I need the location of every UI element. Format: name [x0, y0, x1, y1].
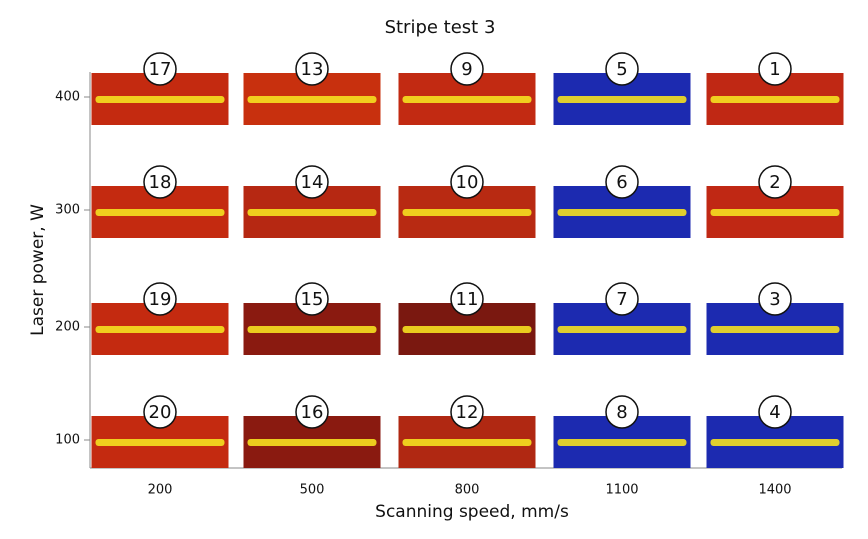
label-circle [143, 395, 177, 429]
label-circle [605, 165, 639, 199]
melt-track [402, 439, 532, 446]
sample-label: 5 [616, 59, 627, 80]
melt-track [95, 209, 225, 216]
label-circle [450, 282, 484, 316]
melt-track [402, 96, 532, 103]
sample-label: 12 [456, 402, 479, 423]
melt-track [95, 326, 225, 333]
sample-label: 20 [149, 402, 172, 423]
y-tick-label: 300 [55, 203, 80, 218]
label-circle [450, 395, 484, 429]
sample-label: 17 [149, 59, 172, 80]
sample-label: 8 [616, 402, 627, 423]
label-circle [605, 282, 639, 316]
melt-track [557, 209, 687, 216]
sample-label: 3 [769, 289, 780, 310]
sample-label: 7 [616, 289, 627, 310]
melt-track [95, 439, 225, 446]
chart-title: Stripe test 3 [385, 17, 496, 38]
label-circle [758, 282, 792, 316]
sample-label: 6 [616, 172, 627, 193]
x-tick-label: 500 [300, 483, 325, 498]
melt-track [247, 209, 377, 216]
x-tick-label: 800 [455, 483, 480, 498]
sample-label: 4 [769, 402, 780, 423]
melt-track [402, 326, 532, 333]
label-circle [295, 282, 329, 316]
label-circle [143, 52, 177, 86]
sample-label: 11 [456, 289, 479, 310]
label-circle [450, 165, 484, 199]
label-circle [450, 52, 484, 86]
label-circle [295, 395, 329, 429]
melt-track [247, 439, 377, 446]
label-circle [143, 282, 177, 316]
melt-track [710, 326, 840, 333]
x-axis-label: Scanning speed, mm/s [375, 502, 569, 522]
y-axis-label: Laser power, W [28, 204, 48, 336]
label-circle [758, 52, 792, 86]
label-circle [295, 52, 329, 86]
melt-track [557, 96, 687, 103]
melt-track [710, 209, 840, 216]
label-circle [758, 395, 792, 429]
melt-track [247, 96, 377, 103]
label-circle [758, 165, 792, 199]
sample-label: 2 [769, 172, 780, 193]
melt-track [402, 209, 532, 216]
sample-label: 18 [149, 172, 172, 193]
label-circle [143, 165, 177, 199]
sample-label: 13 [301, 59, 324, 80]
sample-label: 15 [301, 289, 324, 310]
label-circle [605, 52, 639, 86]
melt-track [247, 326, 377, 333]
melt-track [557, 326, 687, 333]
sample-label: 1 [769, 59, 780, 80]
x-tick-label: 1400 [758, 483, 791, 498]
melt-track [95, 96, 225, 103]
sample-label: 16 [301, 402, 324, 423]
label-circle [295, 165, 329, 199]
sample-label: 10 [456, 172, 479, 193]
y-tick-label: 100 [55, 433, 80, 448]
sample-label: 9 [461, 59, 472, 80]
label-circle [605, 395, 639, 429]
melt-track [710, 439, 840, 446]
x-tick-label: 1100 [605, 483, 638, 498]
melt-track [557, 439, 687, 446]
sample-label: 14 [301, 172, 324, 193]
x-tick-label: 200 [148, 483, 173, 498]
y-tick-label: 200 [55, 320, 80, 335]
melt-track [710, 96, 840, 103]
y-tick-label: 400 [55, 90, 80, 105]
sample-label: 19 [149, 289, 172, 310]
